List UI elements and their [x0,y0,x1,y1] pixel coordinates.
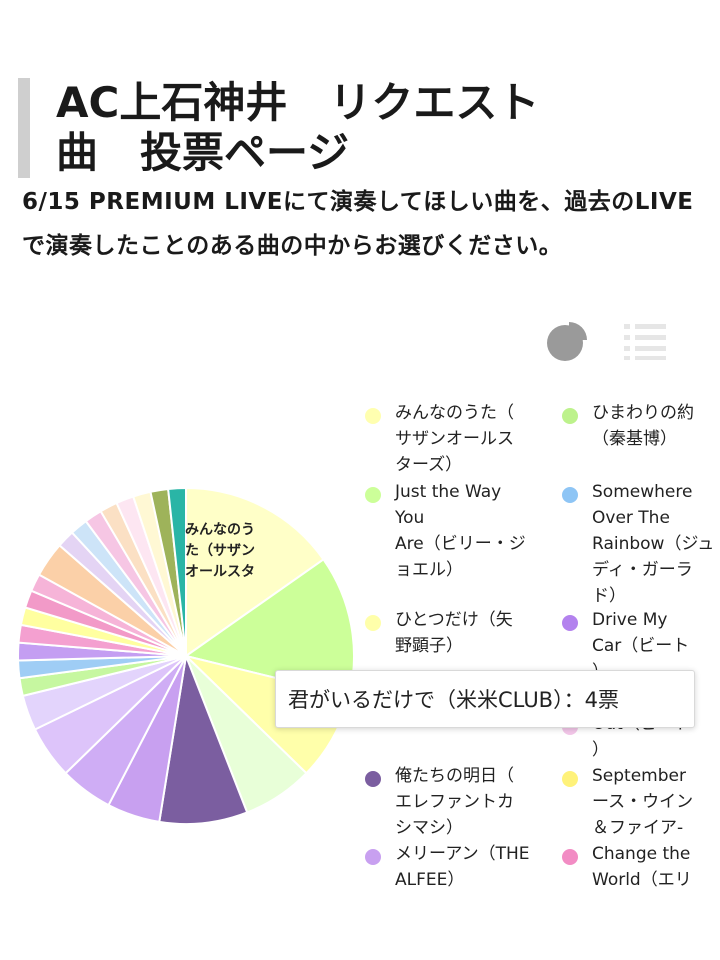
pie-slice[interactable] [158,652,249,825]
legend-swatch [562,849,578,865]
view-toggle [540,318,680,368]
pie-chart-icon[interactable] [546,320,588,362]
page-title: AC上石神井 リクエスト 曲 投票ページ [56,78,540,177]
legend-label: ひとつだけ（矢 野顕子） [395,610,513,656]
legend-label: September ース・ウイン ＆ファイア- [592,766,694,838]
legend-label: メリーアン（THE ALFEE） [395,844,530,890]
chart-tooltip: 君がいるだけで（米米CLUB）：4票 [275,670,695,728]
page-intro: 6/15 PREMIUM LIVEにて演奏してほしい曲を、過去のLIVEで演奏し… [22,189,694,259]
pie-chart [17,486,355,825]
legend-swatch [562,408,578,424]
legend-label: Somewhere Over The Rainbow（ジュ ディ・ガーラ ド） [592,482,715,606]
legend-label: ひまわりの約 （秦基博） [592,403,694,449]
legend-swatch [365,408,381,424]
legend-swatch [365,487,381,503]
pie-slice[interactable] [185,486,325,658]
pie-slice[interactable] [167,486,187,657]
legend-swatch [365,771,381,787]
legend-label: Change the World（エリ [592,844,692,890]
legend-swatch [562,615,578,631]
title-accent-bar [18,78,30,178]
legend-swatch [562,771,578,787]
pie-slice-label: みんなのう た（サザン オールスタ [185,522,255,580]
legend-label: Just the Way You Are（ビリー・ジ ョエル） [395,482,526,580]
legend-swatch [562,487,578,503]
legend-label: みんなのうた（ サザンオールス ターズ） [395,403,514,475]
chart-legend: みんなのうた（ サザンオールス ターズ） ひまわりの約 （秦基博） Just t… [360,395,720,900]
list-icon[interactable] [624,322,666,360]
legend-label: 俺たちの明日（ エレファントカ シマシ） [395,766,514,838]
legend-swatch [365,615,381,631]
legend-swatch [365,849,381,865]
